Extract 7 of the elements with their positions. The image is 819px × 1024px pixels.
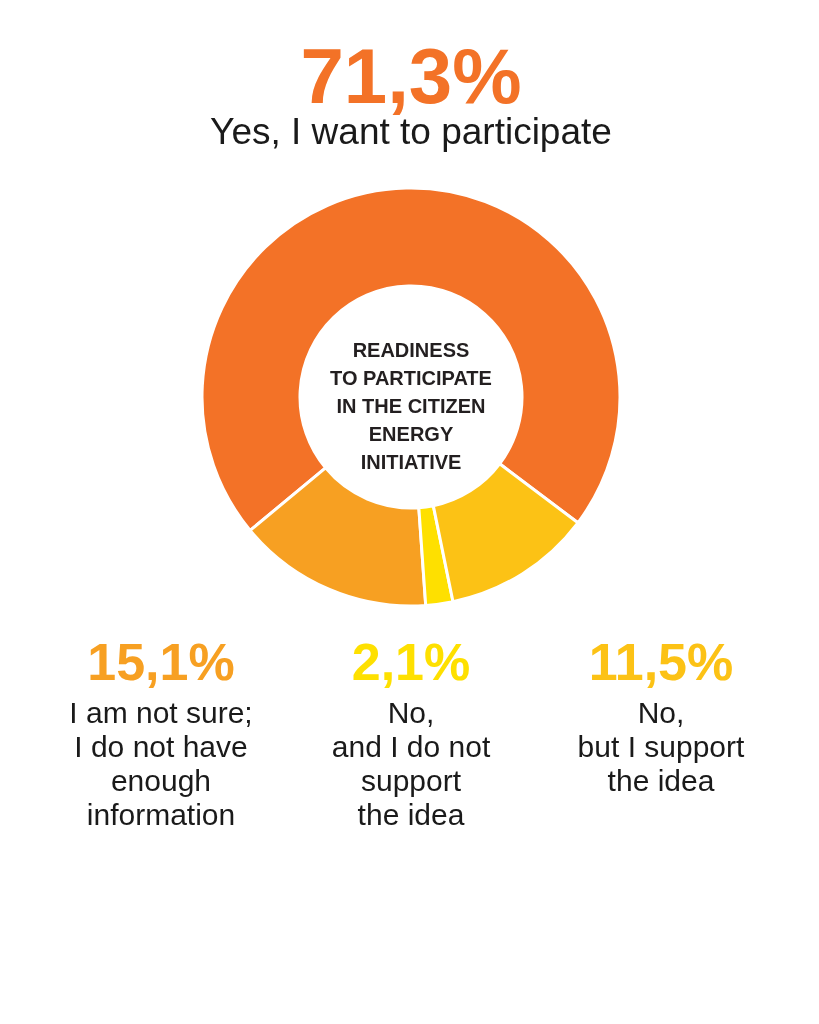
slice-label: I am not sure; I do not have enough information (68, 696, 254, 832)
data-label: 2,1% (350, 633, 472, 691)
text: READINESS TO PARTICIPATE IN THE CITIZEN ENERGY INITIATIVE (329, 338, 493, 475)
data-label: 11,5% (587, 633, 735, 691)
data-label: 15,1% (86, 633, 236, 691)
slice-label: No, and I do not support the idea (330, 696, 492, 832)
slice-label: No, but I support the idea (576, 696, 746, 798)
